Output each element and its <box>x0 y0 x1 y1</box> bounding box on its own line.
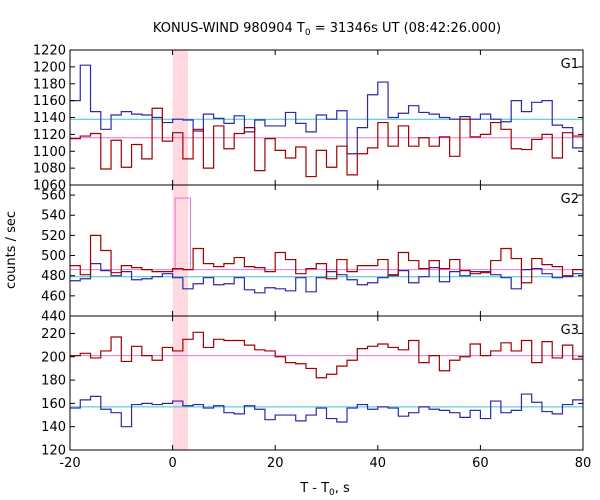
panel-label: G1 <box>561 57 579 72</box>
y-tick-label: 120 <box>41 444 66 459</box>
y-tick-label: 1100 <box>33 145 66 160</box>
y-tick-label: 1080 <box>33 162 66 177</box>
x-axis-layer: -20 0 20 40 60 80 <box>59 456 591 471</box>
x-tick-label: 80 <box>575 456 592 471</box>
y-tick-label: 220 <box>41 327 66 342</box>
highlight-band <box>172 50 188 450</box>
y-tick-label: 540 <box>41 209 66 224</box>
chart-title: KONUS-WIND 980904 T0 = 31346s UT (08:42:… <box>153 21 501 38</box>
blue-step-series <box>70 64 583 155</box>
highlight-band-layer <box>172 50 188 450</box>
y-tick-label: 480 <box>41 269 66 284</box>
y-tick-label: 460 <box>41 289 66 304</box>
x-tick-label: 20 <box>267 456 284 471</box>
x-tick-label: 0 <box>168 456 176 471</box>
y-tick-label: 1200 <box>33 60 66 75</box>
x-axis-label: T - T0, s <box>299 481 350 498</box>
y-tick-label: 160 <box>41 397 66 412</box>
panel-frame <box>69 315 584 451</box>
y-tick-label: 520 <box>41 229 66 244</box>
y-tick-label: 560 <box>41 189 66 204</box>
panel-frame <box>69 184 584 317</box>
panel-g2: 440 460 480 500 520 540 560 G2 <box>41 184 584 325</box>
panel-g3: 120 140 160 180 200 220 G3 <box>41 315 584 459</box>
y-tick-label: 1060 <box>33 179 66 194</box>
blue-step-series <box>70 393 583 428</box>
y-tick-label: 500 <box>41 249 66 264</box>
y-tick-label: 1120 <box>33 128 66 143</box>
x-tick-label: 60 <box>472 456 489 471</box>
spike-step-line <box>174 197 192 270</box>
y-axis-label: counts / sec <box>4 211 19 289</box>
y-tick-label: 1180 <box>33 77 66 92</box>
y-tick-label: 1220 <box>33 44 66 59</box>
panel-label: G2 <box>561 192 579 207</box>
panel-label: G3 <box>561 323 579 338</box>
y-tick-label: 440 <box>41 310 66 325</box>
x-tick-label: 40 <box>370 456 387 471</box>
red-step-series <box>70 331 583 379</box>
y-tick-label: 1140 <box>33 111 66 126</box>
y-tick-label: 140 <box>41 420 66 435</box>
red-step-series <box>70 107 583 178</box>
y-tick-label: 180 <box>41 374 66 389</box>
y-tick-label: 200 <box>41 350 66 365</box>
red-step-series <box>70 234 583 284</box>
x-tick-label: -20 <box>59 456 80 471</box>
y-tick-label: 1160 <box>33 94 66 109</box>
